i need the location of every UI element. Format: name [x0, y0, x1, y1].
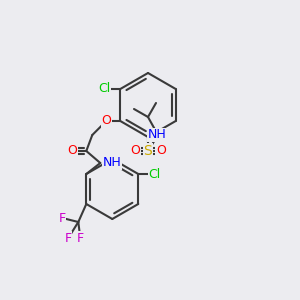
Text: O: O — [67, 145, 77, 158]
Text: Cl: Cl — [98, 82, 110, 95]
Text: NH: NH — [102, 157, 121, 169]
Text: S: S — [144, 144, 152, 158]
Text: NH: NH — [148, 128, 166, 142]
Text: F: F — [65, 232, 72, 244]
Text: Cl: Cl — [148, 167, 160, 181]
Text: F: F — [77, 232, 84, 244]
Text: O: O — [156, 145, 166, 158]
Text: F: F — [59, 212, 66, 224]
Text: O: O — [130, 145, 140, 158]
Text: O: O — [101, 115, 111, 128]
